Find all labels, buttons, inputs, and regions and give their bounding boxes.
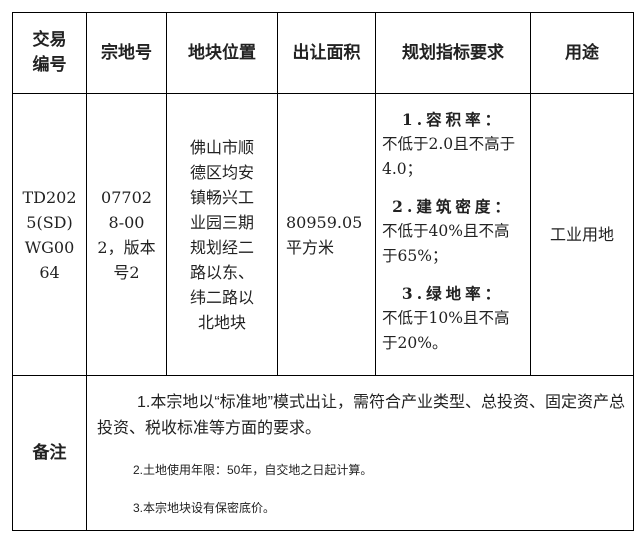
trade-no-cell: TD2025(SD)WG0064 <box>12 93 87 376</box>
note-1: 1.本宗地以“标准地”模式出让，需符合产业类型、总投资、固定资产总投资、税收标准… <box>97 394 626 437</box>
header-requirements: 规划指标要求 <box>375 12 531 94</box>
requirement-item: 2.建筑密度： 不低于40%且不高于65%； <box>382 197 514 265</box>
requirement-item: 3.绿地率： 不低于10%且不高于20%。 <box>382 284 510 352</box>
requirement-item: 1.容积率： 不低于2.0且不高于4.0； <box>382 110 516 178</box>
land-transfer-table: 交易编号 宗地号 地块位置 出让面积 规划指标要求 用途 TD2025(SD)W… <box>12 12 634 531</box>
header-row: 交易编号 宗地号 地块位置 出让面积 规划指标要求 用途 <box>12 12 634 94</box>
note-3: 3.本宗地块设有保密底价。 <box>133 501 276 515</box>
notes-cell: 1.本宗地以“标准地”模式出让，需符合产业类型、总投资、固定资产总投资、税收标准… <box>86 375 634 531</box>
area-cell: 80959.05平方米 <box>277 93 376 376</box>
use-cell: 工业用地 <box>530 93 634 376</box>
header-area: 出让面积 <box>277 12 376 94</box>
parcel-no-cell: 077028-002，版本号2 <box>86 93 167 376</box>
header-parcel-no: 宗地号 <box>86 12 167 94</box>
location-cell: 佛山市顺德区均安镇畅兴工业园三期规划经二路以东、纬二路以北地块 <box>166 93 278 376</box>
note-2: 2.土地使用年限：50年，自交地之日起计算。 <box>133 463 373 477</box>
requirements-cell: 1.容积率： 不低于2.0且不高于4.0； 2.建筑密度： 不低于40%且不高于65… <box>375 93 531 376</box>
table-row: TD2025(SD)WG0064 077028-002，版本号2 佛山市顺德区均… <box>12 93 634 376</box>
notes-row: 备注 1.本宗地以“标准地”模式出让，需符合产业类型、总投资、固定资产总投资、税… <box>12 375 634 531</box>
header-location: 地块位置 <box>166 12 278 94</box>
header-trade-no: 交易编号 <box>12 12 87 94</box>
notes-label: 备注 <box>12 375 87 531</box>
header-use: 用途 <box>530 12 634 94</box>
